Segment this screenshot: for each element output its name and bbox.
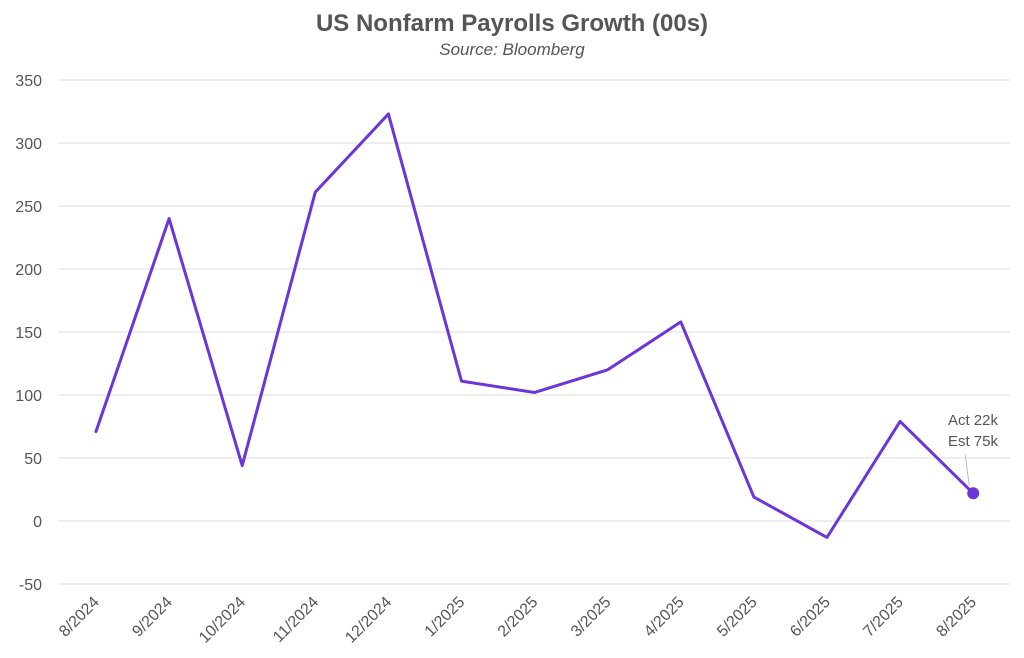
x-tick-label: 9/2024 xyxy=(129,594,176,641)
y-tick-label: 250 xyxy=(15,199,42,216)
y-tick-label: 0 xyxy=(33,514,42,531)
x-tick-label: 5/2025 xyxy=(714,594,761,641)
chart-subtitle: Source: Bloomberg xyxy=(439,40,585,59)
y-tick-label: -50 xyxy=(19,577,42,594)
x-tick-label: 10/2024 xyxy=(196,594,249,647)
x-tick-label: 8/2024 xyxy=(56,594,103,641)
chart-title: US Nonfarm Payrolls Growth (00s) xyxy=(315,10,709,37)
annotation-label: Est 75k xyxy=(948,433,999,450)
x-tick-label: 4/2025 xyxy=(641,594,688,641)
annotation-label: Act 22k xyxy=(948,412,999,429)
annotation-marker xyxy=(967,487,980,500)
x-tick-label: 8/2025 xyxy=(933,594,980,641)
x-tick-label: 2/2025 xyxy=(495,594,542,641)
x-tick-label: 3/2025 xyxy=(568,594,615,641)
y-tick-label: 50 xyxy=(24,451,42,468)
y-tick-label: 350 xyxy=(15,73,42,90)
x-tick-label: 1/2025 xyxy=(422,594,469,641)
x-tick-label: 6/2025 xyxy=(787,594,834,641)
y-tick-label: 300 xyxy=(15,136,42,153)
y-tick-label: 150 xyxy=(15,325,42,342)
series-line xyxy=(94,112,975,539)
x-tick-label: 12/2024 xyxy=(342,594,395,647)
annotation-leader xyxy=(964,454,970,486)
y-tick-label: 200 xyxy=(15,262,42,279)
x-tick-label: 11/2024 xyxy=(270,594,322,646)
x-tick-label: 7/2025 xyxy=(860,594,907,641)
y-tick-label: 100 xyxy=(15,388,42,405)
